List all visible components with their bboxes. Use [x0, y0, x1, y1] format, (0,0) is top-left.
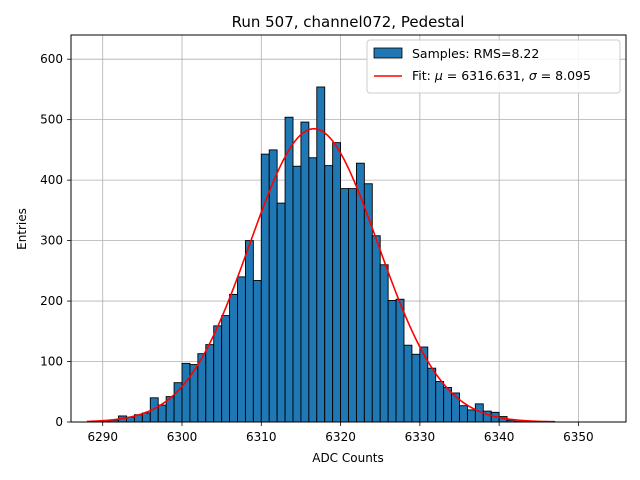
x-tick-label: 6330 — [405, 430, 436, 444]
y-tick-label: 600 — [40, 52, 63, 66]
legend-fit-sigma-value: = 8.095 — [537, 68, 591, 83]
histogram-bar — [371, 235, 381, 423]
histogram-bar — [237, 276, 246, 423]
histogram-bar — [459, 405, 468, 423]
histogram-bar — [332, 142, 342, 423]
histogram-bar — [205, 344, 215, 423]
legend-fit-prefix: Fit: — [412, 68, 435, 83]
histogram-bar — [316, 86, 326, 423]
histogram-bar — [276, 202, 286, 423]
histogram-bar — [466, 409, 476, 423]
x-tick-label: 6320 — [325, 430, 356, 444]
histogram-bar — [403, 344, 413, 423]
y-axis-label: Entries — [15, 208, 29, 250]
y-axis-ticks: 0 100 200 300 400 500 600 — [40, 52, 71, 429]
histogram-bar — [427, 367, 437, 423]
histogram-bar — [443, 387, 453, 423]
legend-fit-mu-value: = 6316.631, — [443, 68, 529, 83]
histogram-bar — [340, 188, 349, 423]
histogram-bar — [157, 404, 167, 423]
histogram-bar — [435, 381, 445, 423]
histogram-bar — [141, 412, 151, 423]
histogram-bars — [94, 86, 556, 423]
histogram-bar — [411, 353, 421, 423]
y-tick-label: 100 — [40, 355, 63, 369]
chart-title: Run 507, channel072, Pedestal — [232, 13, 465, 31]
histogram-bar — [324, 165, 334, 423]
histogram-bar — [244, 240, 254, 423]
legend-histogram-label: Samples: RMS=8.22 — [412, 46, 539, 61]
plot-frame — [70, 34, 627, 423]
histogram-bar — [308, 157, 318, 423]
y-tick-label: 200 — [40, 294, 63, 308]
legend-fit-sigma-symbol: σ — [529, 68, 538, 83]
x-tick-label: 6300 — [167, 430, 198, 444]
y-tick-label: 300 — [40, 234, 63, 248]
histogram-bar — [284, 116, 294, 423]
y-tick-label: 400 — [40, 173, 63, 187]
x-tick-label: 6310 — [246, 430, 277, 444]
histogram-bar — [379, 264, 389, 423]
y-tick-label: 500 — [40, 113, 63, 127]
legend-fit-mu-symbol: μ — [434, 68, 443, 83]
legend-fit-label: Fit: μ = 6316.631, σ = 8.095 — [412, 68, 591, 83]
histogram-bar — [395, 298, 405, 423]
legend-histogram-swatch — [373, 47, 403, 59]
histogram-bar — [387, 300, 397, 423]
x-tick-label: 6350 — [563, 430, 594, 444]
histogram-bar — [348, 188, 357, 423]
fit-curve — [86, 127, 555, 423]
histogram-bar — [213, 325, 223, 423]
histogram-bar — [300, 121, 310, 423]
histogram-bar — [229, 293, 238, 423]
x-tick-label: 6340 — [484, 430, 515, 444]
legend: Samples: RMS=8.22 Fit: μ = 6316.631, σ =… — [366, 39, 621, 94]
histogram-bar — [252, 280, 262, 423]
x-axis-label: ADC Counts — [312, 451, 384, 465]
x-axis-ticks: 6290 6300 6310 6320 6330 6340 6350 — [87, 422, 594, 444]
histogram-bar — [292, 165, 302, 423]
histogram-bar — [189, 364, 199, 423]
x-tick-label: 6290 — [87, 430, 118, 444]
legend-box — [366, 39, 621, 94]
y-tick-label: 0 — [55, 415, 63, 429]
histogram-bar — [181, 362, 191, 423]
histogram-bar — [221, 315, 231, 423]
